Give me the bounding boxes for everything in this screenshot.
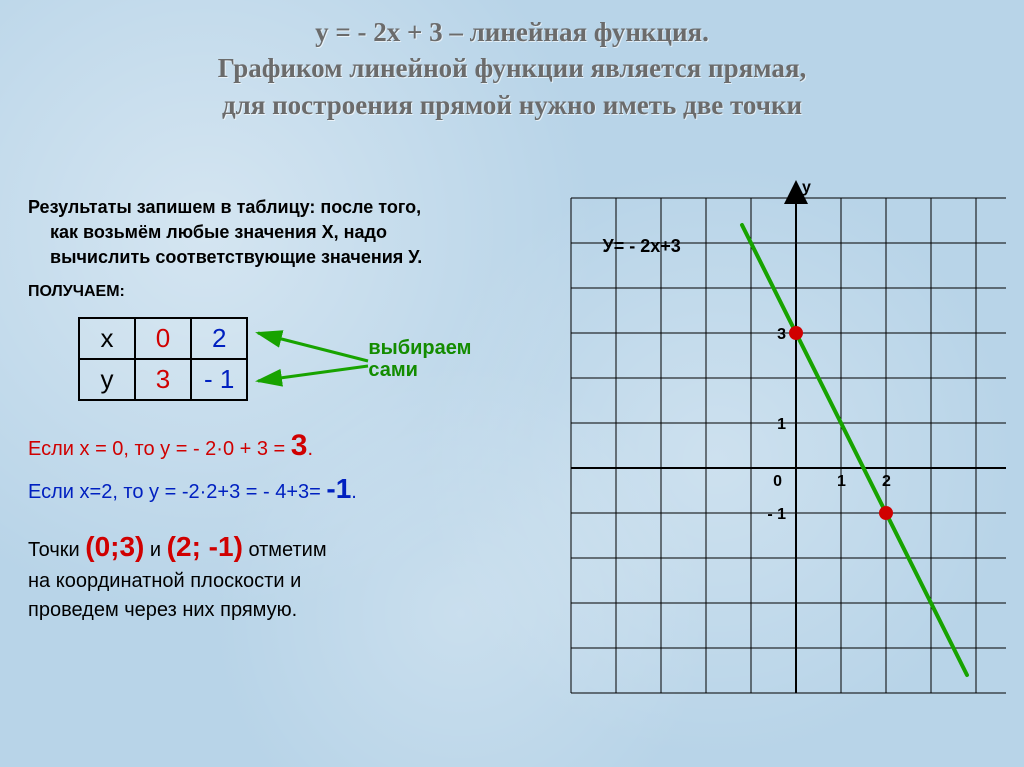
calc1-a: Если x = 0, то y = - 2·0 + 3 = — [28, 438, 291, 460]
title-line-3: для построения прямой нужно иметь две то… — [40, 87, 984, 123]
svg-text:3: 3 — [777, 326, 786, 343]
pts-p2: (2; -1) — [167, 531, 243, 562]
calc2-b: -1 — [326, 473, 351, 504]
vybiraem-line-1: выбираем — [368, 337, 471, 359]
intro-line-1: Результаты запишем в таблицу: после того… — [28, 195, 528, 220]
points-paragraph: Точки (0;3) и (2; -1) отметим на координ… — [28, 527, 528, 626]
pts-t3: отметим — [243, 539, 327, 561]
table-row: x 0 2 — [79, 318, 247, 359]
table-cell-x0: 0 — [135, 318, 191, 359]
table-cell-y3: 3 — [135, 359, 191, 400]
calc-line-1: Если x = 0, то y = - 2·0 + 3 = 3. — [28, 429, 528, 463]
table-header-x: x — [79, 318, 135, 359]
table-header-y: y — [79, 359, 135, 400]
calc-block: Если x = 0, то y = - 2·0 + 3 = 3. Если x… — [28, 429, 528, 505]
calc2-c: . — [351, 481, 357, 503]
table-row: y 3 - 1 — [79, 359, 247, 400]
vybiraem-line-2: сами — [368, 359, 471, 381]
pts-t5: проведем через них прямую. — [28, 599, 297, 621]
svg-text:1: 1 — [777, 416, 786, 433]
left-column: Результаты запишем в таблицу: после того… — [28, 195, 528, 625]
svg-text:1: 1 — [837, 473, 846, 490]
pts-t2: и — [144, 539, 166, 561]
svg-text:- 1: - 1 — [767, 506, 786, 523]
calc2-a: Если x=2, то y = -2·2+3 = - 4+3= — [28, 481, 326, 503]
table-cell-yNeg1: - 1 — [191, 359, 247, 400]
xy-table: x 0 2 y 3 - 1 — [78, 317, 248, 401]
title-line-1: y = - 2x + 3 – линейная функция. — [40, 14, 984, 50]
intro-line-2: как возьмём любые значения Х, надо — [28, 220, 528, 245]
intro-line-3: вычислить соответствующие значения У. — [28, 245, 528, 270]
poluchaem-label: ПОЛУЧАЕМ: — [28, 283, 528, 301]
pts-t1: Точки — [28, 539, 85, 561]
pts-p1: (0;3) — [85, 531, 144, 562]
calc1-c: . — [307, 438, 313, 460]
title-block: y = - 2x + 3 – линейная функция. Графико… — [0, 0, 1024, 131]
title-line-2: Графиком линейной функции является пряма… — [40, 50, 984, 86]
calc1-b: 3 — [291, 429, 308, 462]
pts-t4: на координатной плоскости и — [28, 570, 301, 592]
calc-line-2: Если x=2, то y = -2·2+3 = - 4+3= -1. — [28, 473, 528, 505]
vybiraem-label: выбираем сами — [368, 337, 471, 381]
chart-svg: 31- 1012ухУ= - 2x+3 — [546, 158, 1006, 738]
svg-text:У= - 2x+3: У= - 2x+3 — [603, 236, 681, 256]
table-cell-x2: 2 — [191, 318, 247, 359]
intro-text: Результаты запишем в таблицу: после того… — [28, 195, 528, 271]
svg-text:2: 2 — [882, 473, 891, 490]
table-row-container: x 0 2 y 3 - 1 выбираем сами — [28, 317, 528, 401]
svg-text:0: 0 — [773, 473, 782, 490]
chart-container: 31- 1012ухУ= - 2x+3 — [546, 158, 1006, 738]
svg-text:у: у — [802, 179, 811, 196]
